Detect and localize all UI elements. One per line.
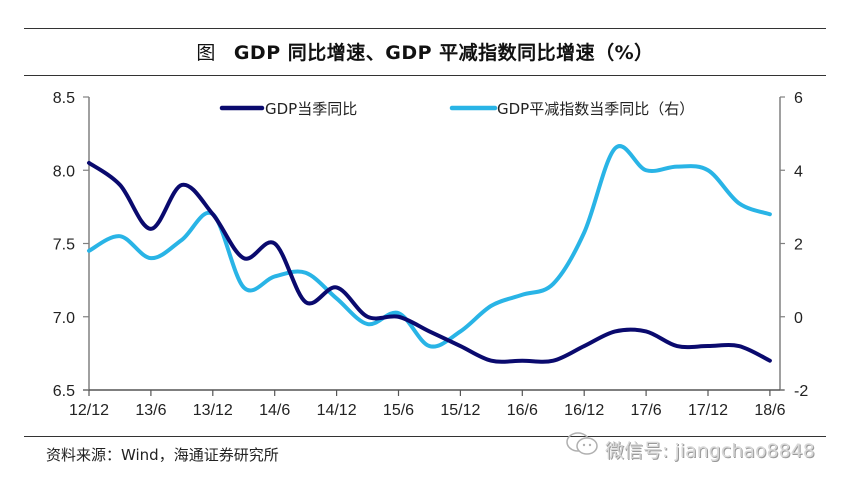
legend-label-gdp: GDP当季同比 bbox=[265, 100, 357, 118]
right-tick-label: 0 bbox=[794, 310, 803, 327]
left-tick-label: 8.0 bbox=[53, 163, 75, 180]
watermark: 微信号: jiangchao8848 bbox=[565, 431, 815, 463]
watermark-text: 微信号: jiangchao8848 bbox=[605, 440, 815, 462]
x-tick-label: 15/6 bbox=[383, 402, 414, 419]
x-tick-label: 18/6 bbox=[754, 402, 785, 419]
deflator-series-line bbox=[87, 144, 772, 349]
wechat-icon bbox=[565, 431, 599, 462]
chart-title: 图 GDP 同比增速、GDP 平减指数同比增速（%） bbox=[0, 38, 850, 65]
x-tick-label: 13/12 bbox=[193, 402, 233, 419]
x-tick-label: 17/12 bbox=[688, 402, 728, 419]
chart-title-text: GDP 同比增速、GDP 平减指数同比增速（%） bbox=[233, 42, 654, 64]
right-tick-label: 4 bbox=[794, 163, 803, 180]
top-rule bbox=[24, 28, 826, 29]
x-tick-label: 14/12 bbox=[317, 402, 357, 419]
legend: GDP当季同比 GDP平减指数当季同比（右） bbox=[219, 100, 694, 118]
series-lines bbox=[87, 144, 772, 364]
x-tick-label: 16/12 bbox=[564, 402, 604, 419]
left-tick-label: 6.5 bbox=[53, 383, 75, 400]
left-tick-label: 8.5 bbox=[53, 90, 75, 107]
x-tick-label: 13/6 bbox=[135, 402, 166, 419]
x-tick-label: 15/12 bbox=[440, 402, 480, 419]
right-tick-label: 6 bbox=[794, 90, 803, 107]
left-tick-label: 7.5 bbox=[53, 237, 75, 254]
right-tick-label: -2 bbox=[794, 383, 808, 400]
x-tick-label: 17/6 bbox=[631, 402, 662, 419]
right-tick-label: 2 bbox=[794, 237, 803, 254]
title-rule bbox=[24, 75, 826, 76]
axes: 6.5 7.0 7.5 8.0 8.5 -2 0 2 4 6 12/12 13/6 13/12 14/6 1… bbox=[53, 90, 809, 419]
bottom-rule bbox=[24, 436, 826, 437]
source-note: 资料来源：Wind，海通证券研究所 bbox=[46, 446, 279, 464]
figure-label: 图 bbox=[196, 42, 216, 64]
x-tick-label: 14/6 bbox=[259, 402, 290, 419]
gdp-series-line bbox=[87, 160, 772, 364]
legend-label-deflator: GDP平减指数当季同比（右） bbox=[497, 100, 694, 118]
x-tick-label: 16/6 bbox=[507, 402, 538, 419]
x-tick-label: 12/12 bbox=[69, 402, 109, 419]
left-tick-label: 7.0 bbox=[53, 310, 75, 327]
